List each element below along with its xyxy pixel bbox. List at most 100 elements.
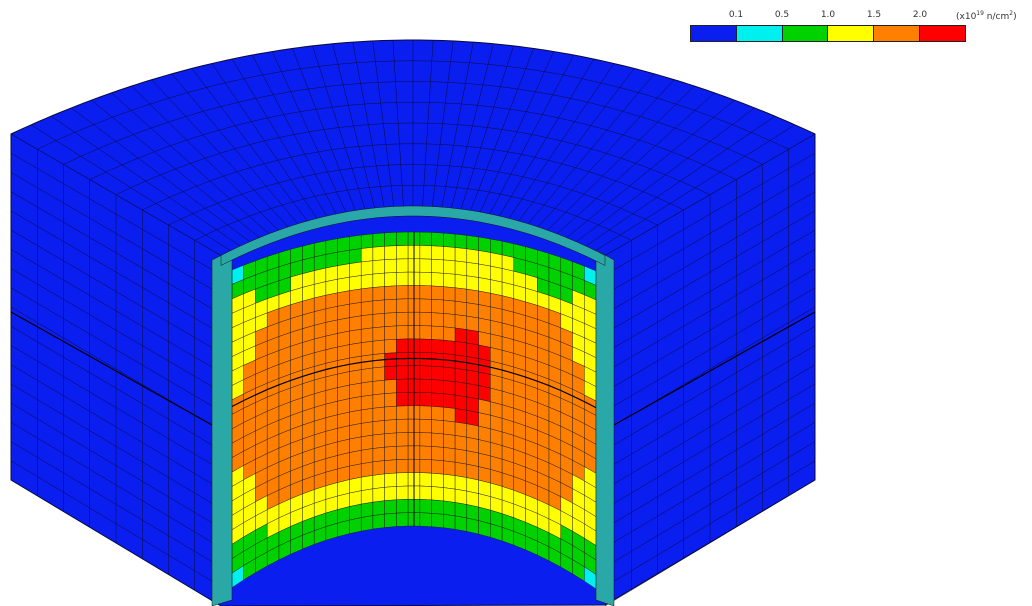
- right-seam-line: [604, 311, 816, 431]
- legend-tick-4: 2.0: [912, 10, 928, 20]
- heatmap-cell: [454, 341, 467, 357]
- heatmap-cell: [478, 398, 491, 416]
- heatmap-cell: [419, 445, 432, 461]
- heatmap-cell: [454, 368, 467, 384]
- heatmap-cell: [372, 446, 385, 463]
- heatmap-cell: [443, 232, 456, 248]
- legend-tick-3: 1.5: [866, 10, 882, 20]
- heatmap-cell: [478, 290, 491, 308]
- heatmap-cell: [349, 248, 362, 264]
- heatmap-cell: [419, 298, 432, 313]
- right-edge-band: [595, 249, 615, 606]
- heatmap-cell: [337, 276, 350, 294]
- heatmap-cell: [396, 325, 409, 340]
- heatmap-cell: [325, 251, 338, 269]
- heatmap-cell: [454, 247, 467, 263]
- heatmap-cell: [372, 420, 385, 436]
- heatmap-cell: [478, 250, 491, 267]
- heatmap-cell: [384, 392, 397, 408]
- heatmap-cell: [419, 271, 432, 287]
- heatmap-cell: [443, 286, 456, 302]
- heatmap-cell: [466, 342, 479, 359]
- heatmap-cell: [396, 365, 409, 380]
- heatmap-cell: [431, 392, 444, 408]
- heatmap-cell: [466, 248, 479, 265]
- top-concentric-arc: [89, 102, 737, 180]
- heatmap-cell: [431, 379, 444, 395]
- heatmap-cell: [361, 340, 374, 357]
- heatmap-cell: [466, 235, 479, 251]
- heatmap-cell: [443, 259, 456, 275]
- heatmap-cell: [372, 460, 385, 476]
- heatmap-cell: [349, 369, 362, 386]
- heatmap-cell: [396, 499, 409, 514]
- heatmap-cell: [466, 288, 479, 305]
- heatmap-cell: [431, 312, 444, 328]
- heatmap-cell: [419, 499, 432, 514]
- heatmap-cell: [478, 371, 491, 389]
- heatmap-cell: [466, 329, 479, 346]
- heatmap-cell: [443, 406, 456, 423]
- heatmap-cell: [337, 317, 350, 334]
- top-concentric-arc: [168, 164, 658, 226]
- heatmap-cell: [372, 246, 385, 261]
- heatmap-cell: [466, 302, 479, 319]
- heatmap-cell: [325, 306, 338, 323]
- heatmap-cell: [349, 234, 362, 251]
- heatmap-cell: [384, 312, 397, 327]
- heatmap-cell: [466, 450, 479, 467]
- legend-swatch-0: [691, 26, 737, 41]
- heatmap-cell: [443, 366, 456, 382]
- heatmap-cell: [349, 315, 362, 332]
- heatmap-cell: [490, 292, 503, 310]
- heatmap-cell: [466, 383, 479, 400]
- heatmap-cell: [466, 517, 479, 535]
- heatmap-cell: [361, 421, 374, 438]
- heatmap-cell: [337, 371, 350, 388]
- heatmap-cell: [431, 339, 444, 354]
- heatmap-cell: [372, 406, 385, 422]
- heatmap-cell: [431, 299, 444, 314]
- heatmap-cell: [431, 272, 444, 287]
- heatmap-cell: [396, 405, 409, 420]
- heatmap-cell: [349, 409, 362, 426]
- heatmap-cell: [466, 477, 479, 494]
- heatmap-cell: [478, 520, 491, 538]
- heatmap-cell: [396, 485, 409, 501]
- heatmap-cell: [419, 392, 432, 407]
- heatmap-cell: [384, 365, 397, 381]
- legend-tick-1: 0.5: [774, 10, 790, 20]
- heatmap-cell: [431, 499, 444, 515]
- heatmap-cell: [466, 369, 479, 386]
- heatmap-cell: [454, 448, 467, 465]
- heatmap-cell: [466, 504, 479, 521]
- heatmap-cell: [454, 435, 467, 451]
- heatmap-cell: [466, 262, 479, 278]
- heatmap-cell: [361, 233, 374, 249]
- heatmap-cell: [372, 433, 385, 449]
- heatmap-cell: [443, 339, 456, 356]
- heatmap-cell: [443, 460, 456, 476]
- heatmap-cell: [361, 475, 374, 491]
- heatmap-cell: [361, 434, 374, 451]
- heatmap-cell: [443, 299, 456, 315]
- heatmap-cell: [454, 461, 467, 478]
- heatmap-cell: [396, 285, 409, 300]
- heatmap-cell: [419, 285, 432, 300]
- legend-swatch-4: [874, 26, 921, 41]
- heatmap-cell: [361, 260, 374, 276]
- heatmap-cell: [361, 367, 374, 384]
- heatmap-cell: [466, 463, 479, 481]
- heatmap-cell: [384, 459, 397, 475]
- heatmap-cell: [490, 238, 503, 256]
- heatmap-cell: [372, 366, 385, 382]
- heatmap-cell: [419, 512, 432, 527]
- heatmap-cell: [454, 233, 467, 250]
- heatmap-cell: [443, 473, 456, 490]
- heatmap-cell: [419, 231, 432, 247]
- heatmap-cell: [337, 236, 350, 253]
- heatmap-cell: [384, 419, 397, 435]
- heatmap-cell: [337, 519, 350, 537]
- heatmap-cell: [478, 263, 491, 280]
